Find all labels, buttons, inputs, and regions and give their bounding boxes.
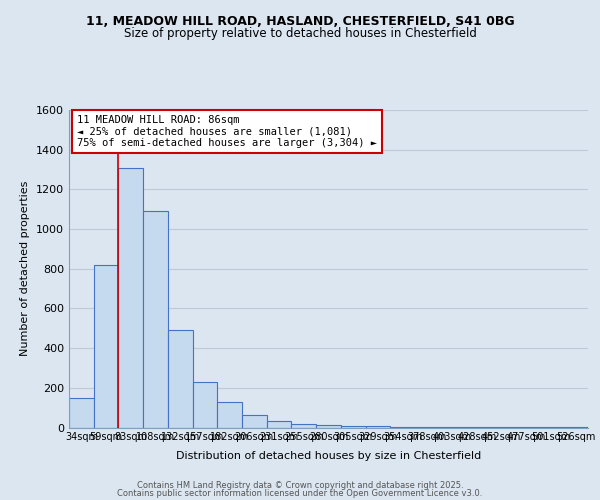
Bar	[118, 168, 143, 428]
Bar	[415, 426, 440, 428]
Text: Size of property relative to detached houses in Chesterfield: Size of property relative to detached ho…	[124, 28, 476, 40]
Text: Contains HM Land Registry data © Crown copyright and database right 2025.: Contains HM Land Registry data © Crown c…	[137, 481, 463, 490]
Bar	[217, 402, 242, 427]
Bar	[143, 211, 168, 428]
Y-axis label: Number of detached properties: Number of detached properties	[20, 181, 31, 356]
Text: Contains public sector information licensed under the Open Government Licence v3: Contains public sector information licen…	[118, 489, 482, 498]
Bar	[316, 425, 341, 428]
Text: 11, MEADOW HILL ROAD, HASLAND, CHESTERFIELD, S41 0BG: 11, MEADOW HILL ROAD, HASLAND, CHESTERFI…	[86, 15, 514, 28]
Bar	[69, 398, 94, 428]
X-axis label: Distribution of detached houses by size in Chesterfield: Distribution of detached houses by size …	[176, 450, 481, 460]
Bar	[341, 426, 365, 428]
Bar	[267, 420, 292, 428]
Bar	[390, 426, 415, 428]
Bar	[94, 265, 118, 428]
Bar	[168, 330, 193, 428]
Bar	[193, 382, 217, 428]
Bar	[440, 427, 464, 428]
Text: 11 MEADOW HILL ROAD: 86sqm
◄ 25% of detached houses are smaller (1,081)
75% of s: 11 MEADOW HILL ROAD: 86sqm ◄ 25% of deta…	[77, 115, 377, 148]
Bar	[365, 426, 390, 428]
Bar	[242, 414, 267, 428]
Bar	[292, 424, 316, 428]
Bar	[464, 427, 489, 428]
